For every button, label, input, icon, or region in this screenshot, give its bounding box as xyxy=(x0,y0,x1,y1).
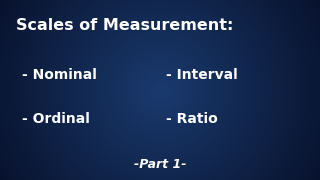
Text: - Nominal: - Nominal xyxy=(22,68,97,82)
Text: - Interval: - Interval xyxy=(166,68,238,82)
Text: - Ordinal: - Ordinal xyxy=(22,112,90,126)
Text: - Ratio: - Ratio xyxy=(166,112,218,126)
Text: Scales of Measurement:: Scales of Measurement: xyxy=(16,18,233,33)
Text: -Part 1-: -Part 1- xyxy=(134,158,186,171)
